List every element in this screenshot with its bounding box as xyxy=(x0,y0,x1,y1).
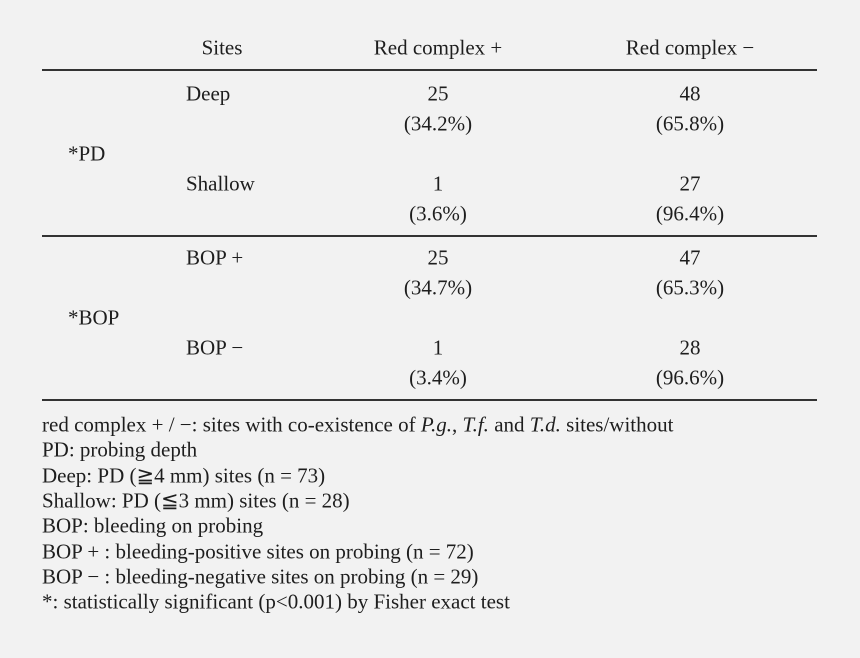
pct-minus: (65.8%) xyxy=(655,111,725,136)
note: Shallow: PD (≦3 mm) sites (n = 28) xyxy=(42,488,350,513)
pct-plus: (3.6%) xyxy=(409,201,467,226)
note: BOP: bleeding on probing xyxy=(42,513,264,538)
note-part: and xyxy=(488,412,530,437)
rule xyxy=(42,399,817,401)
site: BOP + xyxy=(186,245,244,270)
column-header: Red complex − xyxy=(625,35,755,60)
count-minus: 27 xyxy=(679,171,701,196)
count-minus: 48 xyxy=(679,81,701,106)
note: PD: probing depth xyxy=(42,437,198,462)
note-part: T.f. xyxy=(462,412,489,437)
pct-minus: (96.6%) xyxy=(655,365,725,390)
note: red complex + / −: sites with co-existen… xyxy=(42,412,674,437)
note: BOP + : bleeding-positive sites on probi… xyxy=(42,539,474,563)
group-label: *PD xyxy=(68,141,106,166)
count-minus: 47 xyxy=(679,245,701,270)
note-part: T.d. xyxy=(529,412,561,437)
count-plus: 25 xyxy=(427,81,449,106)
pct-minus: (65.3%) xyxy=(655,275,725,300)
count-plus: 25 xyxy=(427,245,449,270)
count-plus: 1 xyxy=(432,335,444,360)
count-plus: 1 xyxy=(432,171,444,196)
rule xyxy=(42,69,817,71)
pct-plus: (34.2%) xyxy=(403,111,473,136)
note-part: sites/without xyxy=(560,412,674,437)
site: Shallow xyxy=(186,171,255,196)
note-part: red complex + / −: sites with co-existen… xyxy=(42,412,421,437)
note-part: , xyxy=(451,412,463,437)
pct-plus: (3.4%) xyxy=(409,365,467,390)
rule xyxy=(42,235,817,237)
note-part: P.g. xyxy=(420,412,452,437)
note: *: statistically significant (p<0.001) b… xyxy=(42,589,510,614)
column-header: Red complex + xyxy=(373,35,503,60)
count-minus: 28 xyxy=(679,335,701,360)
site: Deep xyxy=(186,81,231,106)
note: Deep: PD (≧4 mm) sites (n = 73) xyxy=(42,463,326,488)
note: BOP − : bleeding-negative sites on probi… xyxy=(42,564,479,589)
site: BOP − xyxy=(186,335,244,360)
group-label: *BOP xyxy=(68,305,120,330)
pct-minus: (96.4%) xyxy=(655,201,725,226)
pct-plus: (34.7%) xyxy=(403,275,473,300)
column-header: Sites xyxy=(201,35,243,60)
